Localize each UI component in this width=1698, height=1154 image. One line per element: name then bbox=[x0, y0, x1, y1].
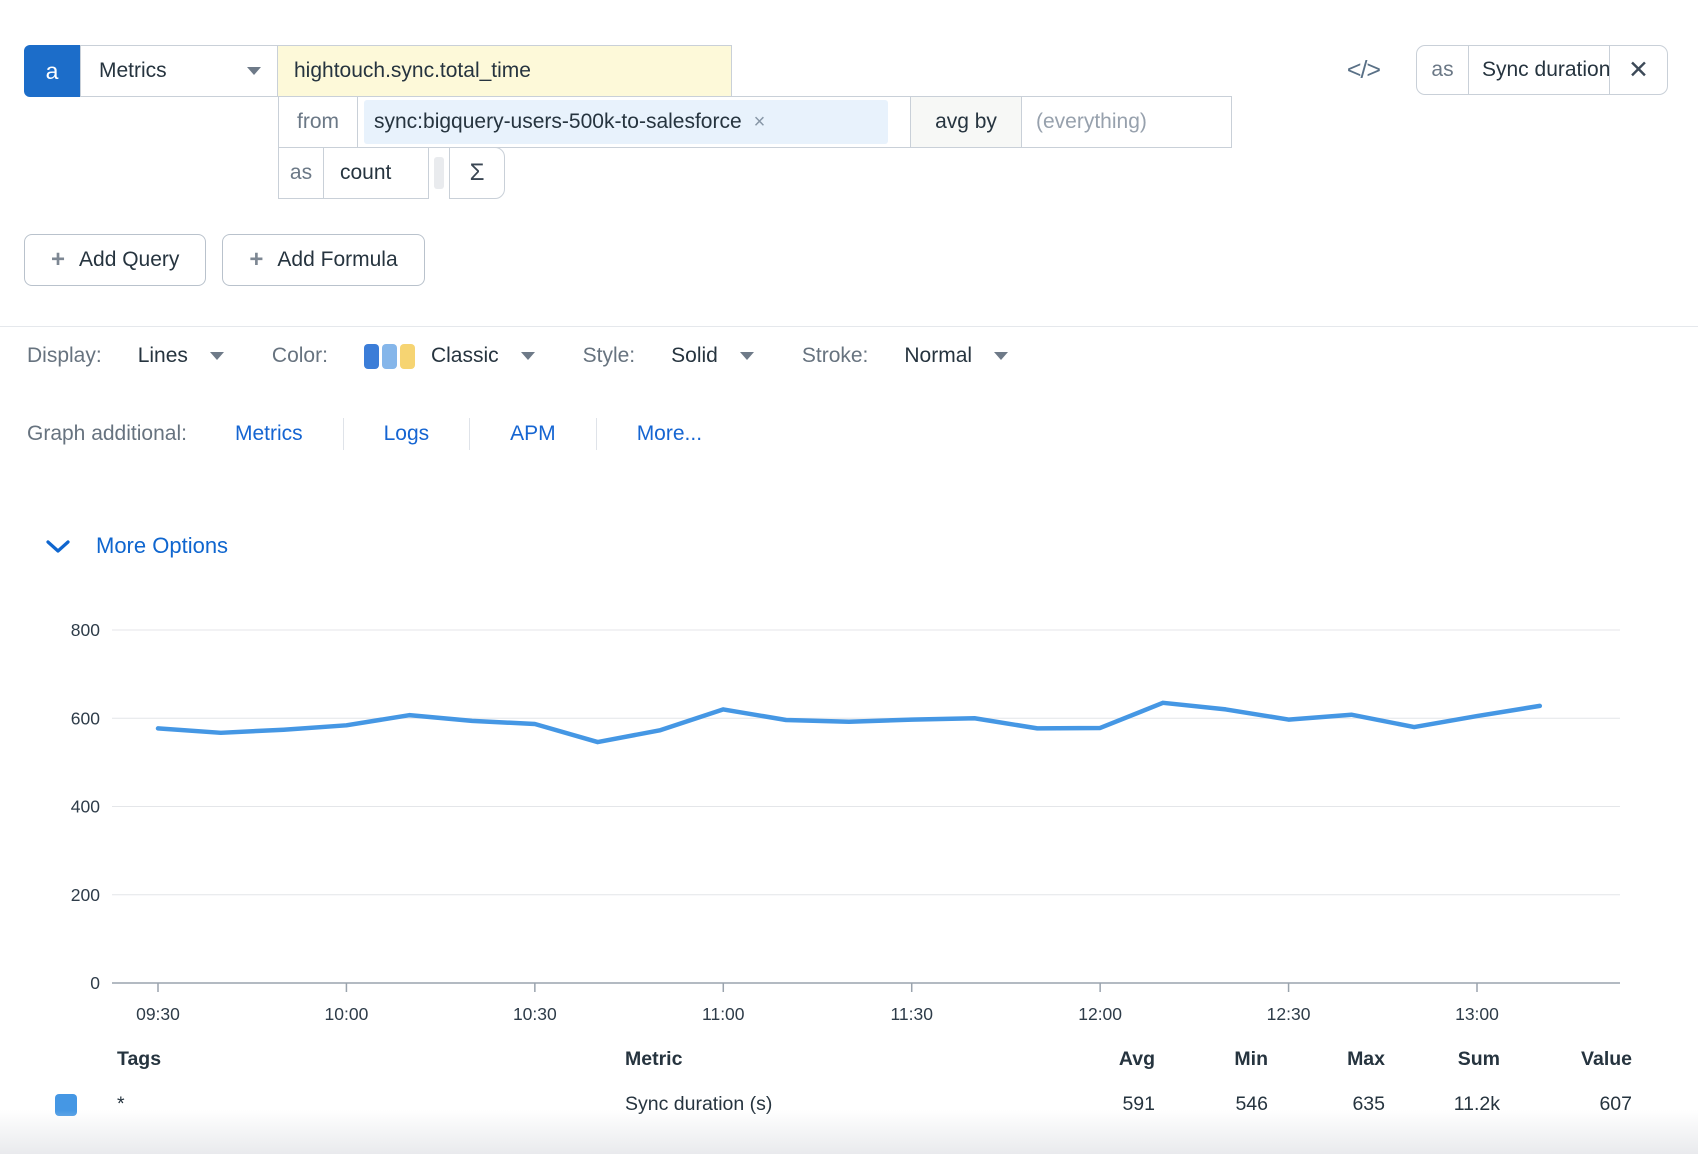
y-axis-tick-label: 200 bbox=[71, 885, 100, 905]
timeseries-chart-svg[interactable]: 0 200 400 600 800 09:30 10:00 10:30 11:00 11:30 12… bbox=[0, 595, 1698, 1035]
avg-by-button[interactable]: avg by bbox=[910, 96, 1022, 148]
plus-icon: + bbox=[51, 246, 65, 274]
aggregator-input[interactable] bbox=[340, 161, 412, 185]
chevron-down-icon bbox=[994, 352, 1008, 360]
vertical-separator bbox=[596, 418, 597, 450]
more-options-toggle[interactable]: More Options bbox=[46, 533, 228, 559]
alias-input[interactable] bbox=[1469, 46, 1609, 94]
chevron-down-icon bbox=[210, 352, 224, 360]
graph-additional-apm-link[interactable]: APM bbox=[510, 422, 556, 446]
data-source-dropdown[interactable]: Metrics bbox=[80, 45, 278, 97]
graph-additional-row: Graph additional: Metrics Logs APM More.… bbox=[27, 418, 702, 450]
query-row-main: a Metrics bbox=[24, 45, 732, 97]
aggregator-field[interactable] bbox=[323, 147, 429, 199]
chevron-down-icon bbox=[521, 352, 535, 360]
chevron-down-icon bbox=[46, 539, 70, 554]
vertical-separator bbox=[469, 418, 470, 450]
add-query-button[interactable]: + Add Query bbox=[24, 234, 206, 286]
table-row-metric: Sync duration (s) bbox=[625, 1085, 1065, 1124]
alias-as-label: as bbox=[1417, 46, 1469, 94]
chevron-down-icon bbox=[247, 67, 261, 75]
add-formula-button[interactable]: + Add Formula bbox=[222, 234, 424, 286]
sum-column-header: Sum bbox=[1385, 1042, 1500, 1085]
display-label: Display: bbox=[27, 344, 102, 368]
y-axis-tick-label: 0 bbox=[90, 973, 100, 993]
table-row-avg: 591 bbox=[1065, 1085, 1155, 1124]
stroke-dropdown[interactable]: Normal bbox=[904, 344, 1008, 368]
avg-column-header: Avg bbox=[1065, 1042, 1155, 1085]
metrics-query-editor: a Metrics </> as ✕ from sync:bigquery-us… bbox=[0, 0, 1698, 1154]
style-dropdown[interactable]: Solid bbox=[671, 344, 754, 368]
style-label: Style: bbox=[583, 344, 636, 368]
table-row-max: 635 bbox=[1268, 1085, 1385, 1124]
x-axis-tick-label: 12:00 bbox=[1078, 1004, 1122, 1024]
timeseries-chart[interactable]: 0 200 400 600 800 09:30 10:00 10:30 11:00 11:30 12… bbox=[0, 595, 1698, 1035]
close-icon[interactable]: ✕ bbox=[1609, 46, 1667, 94]
table-row-min: 546 bbox=[1155, 1085, 1268, 1124]
metric-name-input[interactable] bbox=[294, 59, 715, 83]
data-source-label: Metrics bbox=[99, 59, 167, 83]
tags-column-header: Tags bbox=[117, 1042, 625, 1085]
table-row-sum: 11.2k bbox=[1385, 1085, 1500, 1124]
y-axis-tick-label: 800 bbox=[71, 620, 100, 640]
group-by-input[interactable] bbox=[1036, 110, 1217, 134]
x-axis-tick-label: 13:00 bbox=[1455, 1004, 1499, 1024]
code-view-icon[interactable]: </> bbox=[1347, 56, 1380, 85]
y-axis-tick-label: 600 bbox=[71, 708, 100, 728]
chevron-down-icon bbox=[740, 352, 754, 360]
table-row-swatch-cell bbox=[55, 1085, 117, 1124]
filter-tag-field[interactable]: sync:bigquery-users-500k-to-salesforce × bbox=[357, 96, 911, 148]
alias-group: as ✕ bbox=[1416, 45, 1668, 95]
x-axis-tick-label: 11:00 bbox=[702, 1004, 745, 1024]
more-options-label: More Options bbox=[96, 533, 228, 559]
metric-name-field[interactable] bbox=[277, 45, 732, 97]
value-column-header: Value bbox=[1500, 1042, 1632, 1085]
query-letter-badge: a bbox=[24, 45, 80, 97]
filter-tag-text: sync:bigquery-users-500k-to-salesforce bbox=[374, 110, 742, 134]
filter-tag-chip[interactable]: sync:bigquery-users-500k-to-salesforce × bbox=[364, 100, 888, 144]
query-row-from: from sync:bigquery-users-500k-to-salesfo… bbox=[278, 96, 1232, 148]
display-options-row: Display: Lines Color: Classic Style: Sol… bbox=[27, 338, 1056, 374]
x-axis-tick-label: 11:30 bbox=[890, 1004, 933, 1024]
max-column-header: Max bbox=[1268, 1042, 1385, 1085]
stroke-label: Stroke: bbox=[802, 344, 869, 368]
x-axis-tick-label: 10:00 bbox=[325, 1004, 369, 1024]
series-color-swatch[interactable] bbox=[55, 1094, 77, 1116]
metric-column-header: Metric bbox=[625, 1042, 1065, 1085]
color-palette-swatch bbox=[364, 344, 415, 369]
series-line[interactable] bbox=[158, 703, 1540, 742]
sigma-button[interactable]: Σ bbox=[449, 147, 505, 199]
x-axis-tick-label: 10:30 bbox=[513, 1004, 557, 1024]
x-axis-tick-label: 12:30 bbox=[1267, 1004, 1311, 1024]
from-label: from bbox=[278, 96, 358, 148]
y-axis-tick-label: 400 bbox=[71, 797, 100, 817]
graph-additional-logs-link[interactable]: Logs bbox=[384, 422, 430, 446]
graph-additional-more-link[interactable]: More... bbox=[637, 422, 702, 446]
query-row-as: as Σ bbox=[278, 147, 505, 199]
add-query-label: Add Query bbox=[79, 248, 179, 272]
aggregator-divider-handle bbox=[434, 157, 444, 189]
graph-additional-metrics-link[interactable]: Metrics bbox=[235, 422, 303, 446]
as-label: as bbox=[278, 147, 324, 199]
display-type-dropdown[interactable]: Lines bbox=[138, 344, 224, 368]
group-by-field[interactable] bbox=[1021, 96, 1232, 148]
add-formula-label: Add Formula bbox=[277, 248, 397, 272]
remove-tag-icon[interactable]: × bbox=[754, 111, 766, 134]
color-label: Color: bbox=[272, 344, 328, 368]
graph-additional-label: Graph additional: bbox=[27, 422, 187, 446]
swatch-column-header bbox=[55, 1042, 117, 1085]
section-divider bbox=[0, 326, 1698, 327]
query-row-right: </> as ✕ bbox=[1347, 45, 1668, 95]
color-palette-dropdown[interactable]: Classic bbox=[364, 344, 535, 369]
summary-table: Tags Metric Avg Min Max Sum Value * Sync… bbox=[55, 1042, 1632, 1124]
query-actions: + Add Query + Add Formula bbox=[24, 234, 425, 286]
plus-icon: + bbox=[249, 246, 263, 274]
table-row-value: 607 bbox=[1500, 1085, 1632, 1124]
vertical-separator bbox=[343, 418, 344, 450]
min-column-header: Min bbox=[1155, 1042, 1268, 1085]
x-axis-tick-label: 09:30 bbox=[136, 1004, 180, 1024]
table-row-tags: * bbox=[117, 1085, 625, 1124]
